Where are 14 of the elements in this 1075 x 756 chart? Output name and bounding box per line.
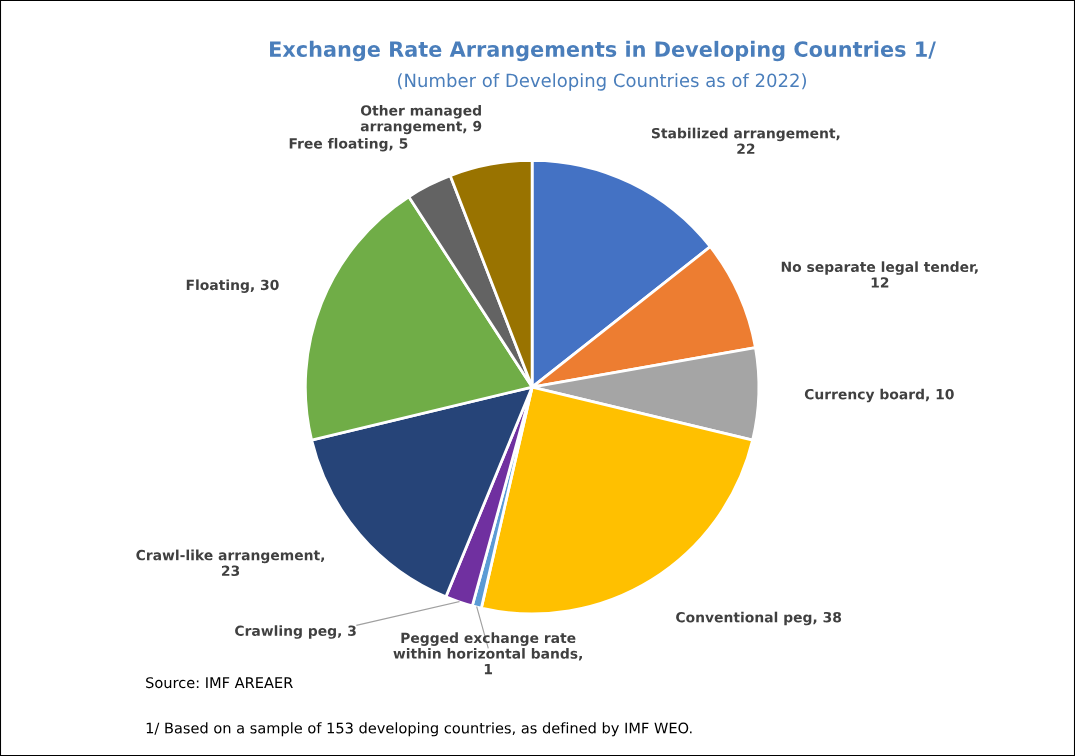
slice-label: Crawling peg, 3 [235,625,356,639]
chart-title: Exchange Rate Arrangements in Developing Countries 1/ [270,40,936,62]
slice-label: Stabilized arrangement, 22 [651,127,840,154]
slice-label: Currency board, 10 [804,388,954,403]
slice-label: Pegged exchange rate within horizontal bands, 1 [393,632,582,675]
slice-label: Conventional peg, 38 [676,611,842,626]
slice-label: Crawl-like arrangement, 23 [136,549,325,576]
slice-label: No separate legal tender, 12 [781,261,978,288]
chart-subtitle: (Number of Developing Countries as of 2022) [398,73,806,91]
slice-label: Other managed arrangement, 9 [360,104,482,135]
slice-label: Free floating, 5 [289,137,408,152]
slice-label: Floating, 30 [186,279,279,293]
source-note: Source: IMF AREAER [146,677,293,689]
text: 1/ Based on a sample of 153 developing countries, as defined by IMF WEO. [146,722,692,737]
